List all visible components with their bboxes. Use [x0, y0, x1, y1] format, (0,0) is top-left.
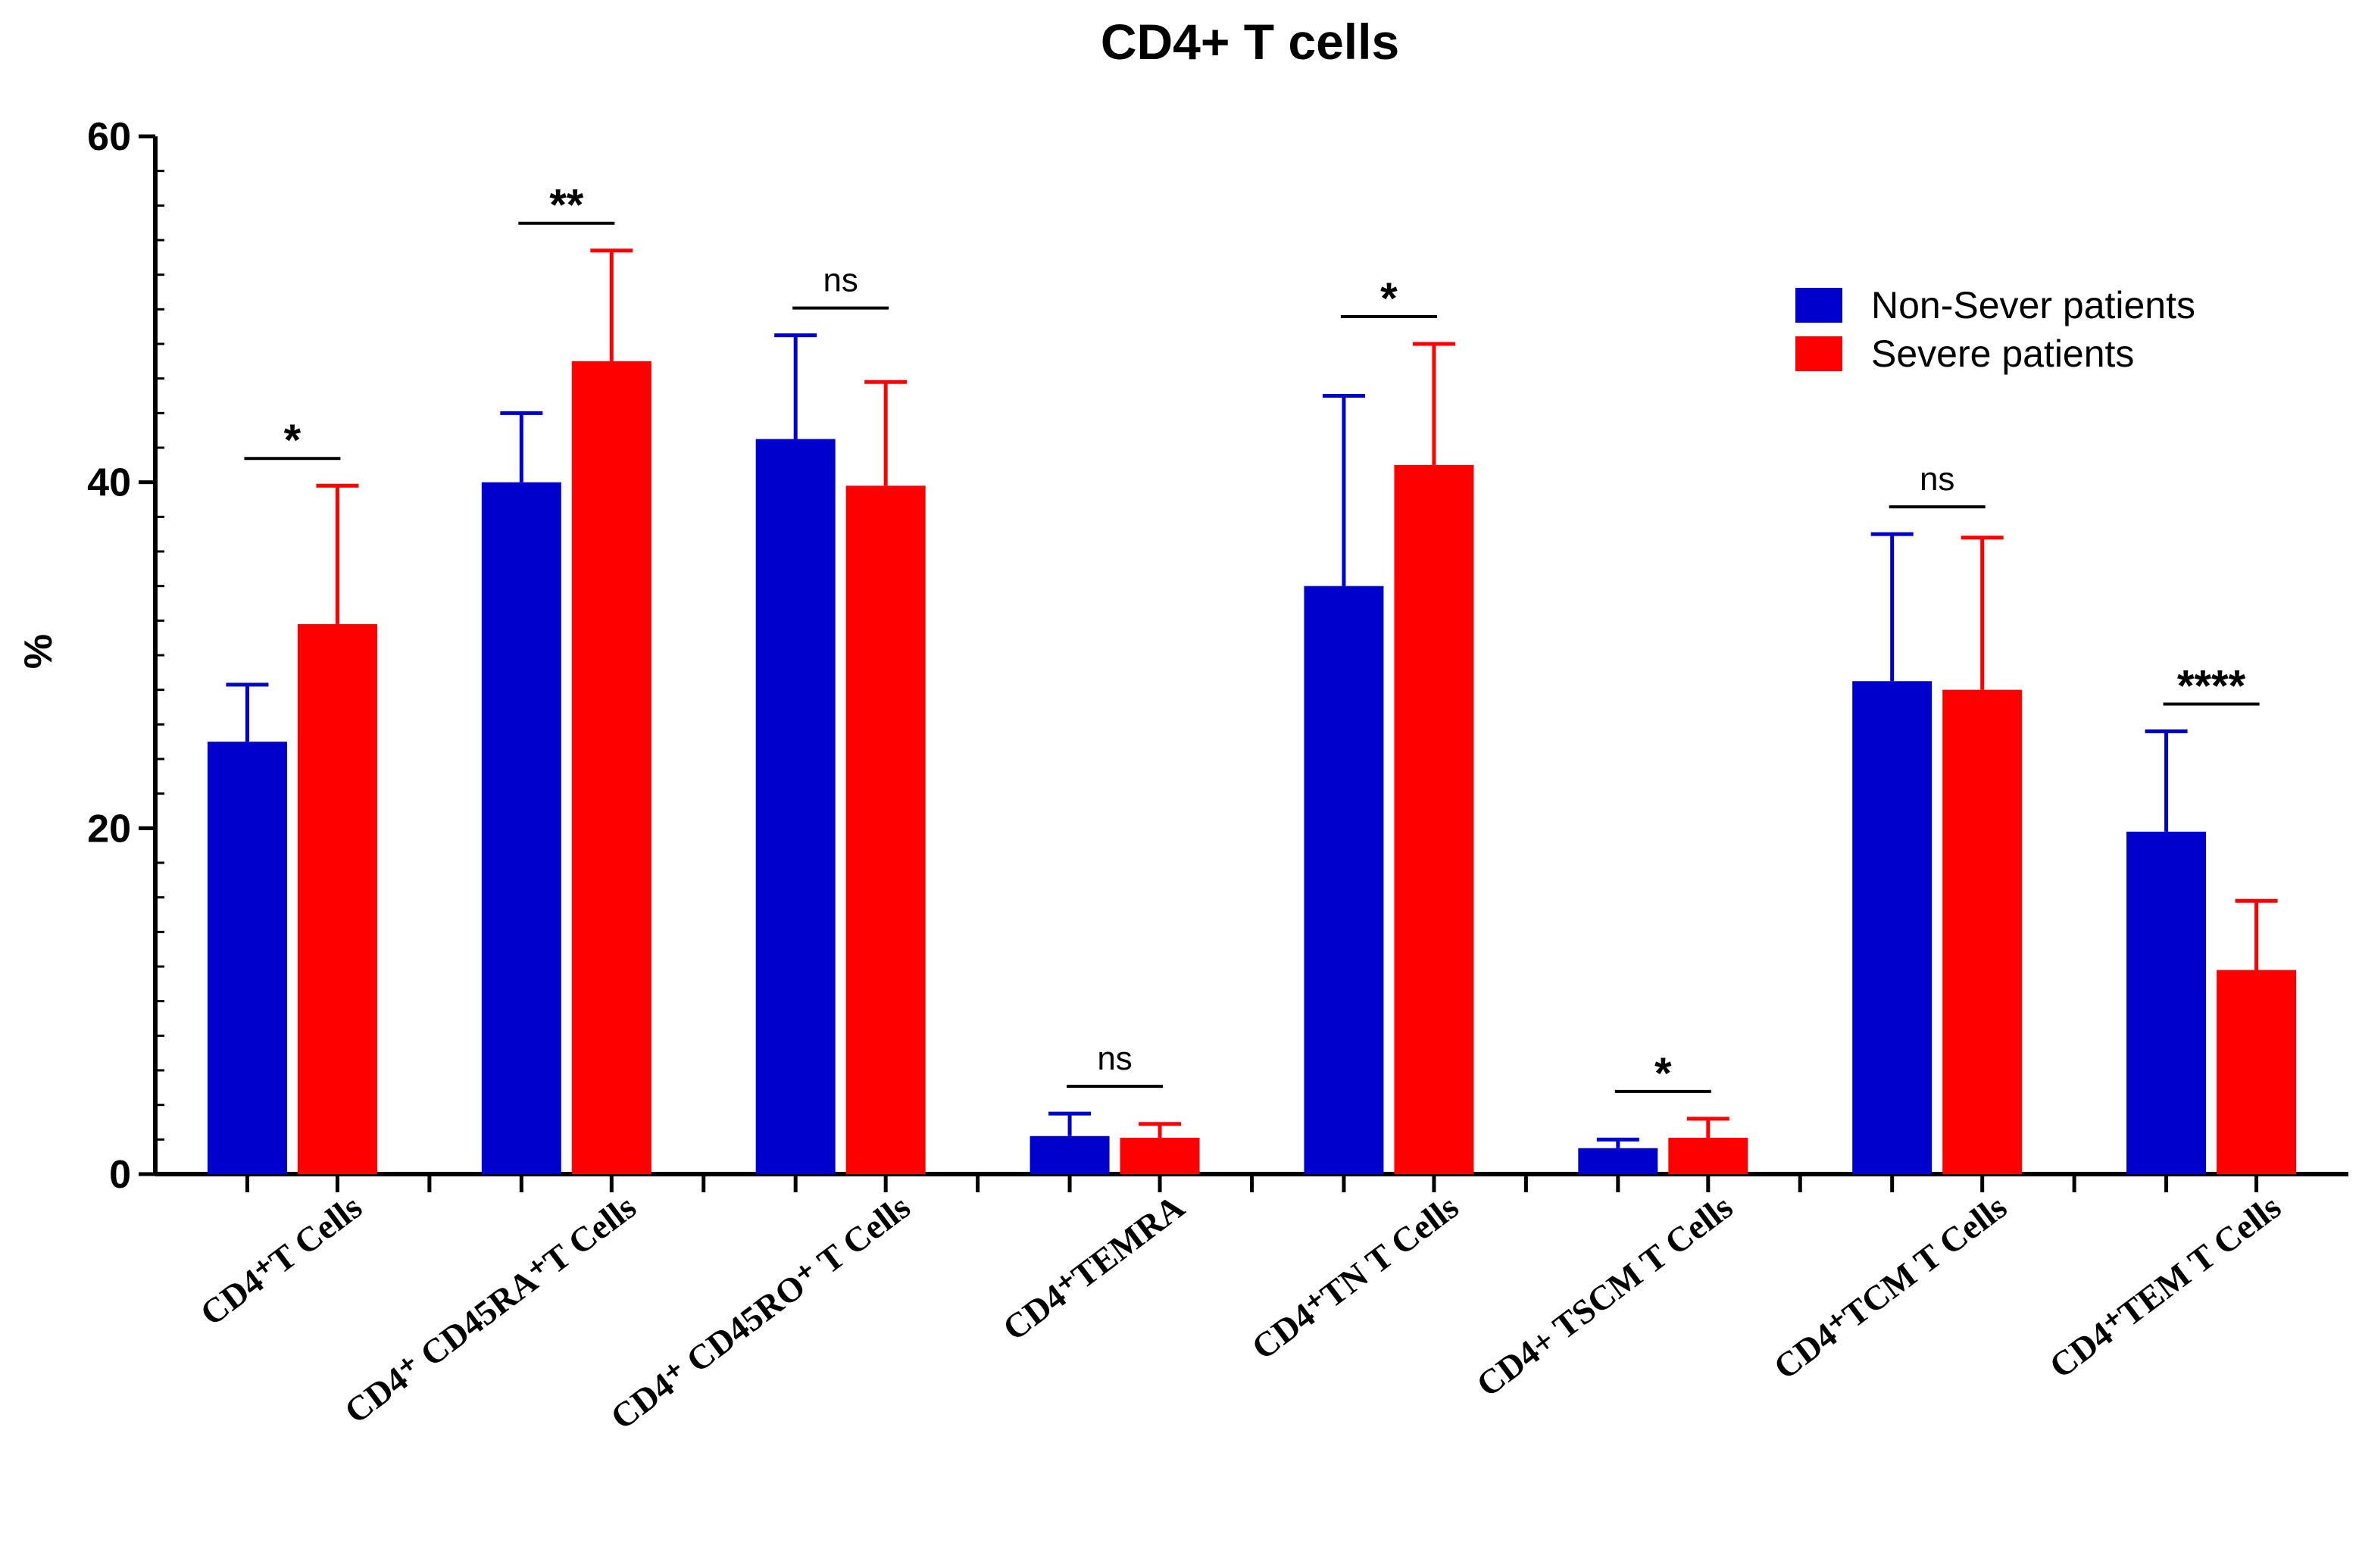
x-tick-label: CD4+ TSCM T Cells — [1470, 1187, 1740, 1404]
bar-non-sever — [755, 439, 836, 1174]
bar-severe — [1942, 689, 2023, 1174]
bar-severe — [1120, 1138, 1200, 1174]
x-tick-label: CD4⁺TEM T Cells — [2042, 1187, 2288, 1385]
bar-severe — [297, 623, 377, 1174]
error-bars-group — [226, 248, 2278, 1148]
y-tick-label: 20 — [87, 807, 131, 851]
chart-title: CD4+ T cells — [1101, 14, 1399, 70]
bar-severe — [2217, 970, 2297, 1174]
bar-non-sever — [1030, 1135, 1110, 1174]
significance-ns: ns — [1920, 461, 1954, 498]
bar-non-sever — [207, 742, 287, 1174]
significance-stars: * — [1654, 1049, 1672, 1098]
y-axis-label: % — [17, 634, 61, 669]
y-tick-label: 0 — [109, 1153, 131, 1197]
legend-label: Non-Sever patients — [1871, 284, 2195, 326]
bar-non-sever — [1304, 586, 1384, 1174]
bar-severe — [1668, 1138, 1748, 1174]
x-tick-label: CD4⁺T Cells — [193, 1187, 369, 1332]
legend: Non-Sever patients Severe patients — [1795, 284, 2195, 375]
significance-ns: ns — [823, 262, 858, 299]
bar-severe — [1394, 464, 1474, 1174]
legend-swatch-severe — [1795, 336, 1842, 371]
bar-non-sever — [1852, 681, 1933, 1174]
significance-ns: ns — [1097, 1040, 1132, 1077]
x-tick-label: CD4⁺ CD45RO⁺ T Cells — [604, 1187, 917, 1437]
legend-label: Severe patients — [1871, 333, 2134, 375]
bar-non-sever — [481, 482, 561, 1174]
x-tick-label: CD4⁺TCM T Cells — [1767, 1187, 2014, 1386]
significance-stars: ** — [549, 181, 584, 230]
legend-swatch-non-sever — [1795, 288, 1842, 323]
x-tick-label: CD4⁺TN T Cells — [1245, 1187, 1466, 1367]
bars-group — [207, 361, 2297, 1174]
significance-stars: * — [284, 416, 302, 465]
y-tick-label: 60 — [87, 115, 131, 159]
x-tick-label: CD4⁺ CD45RA⁺T Cells — [337, 1187, 643, 1431]
bar-non-sever — [2126, 831, 2207, 1174]
x-tick-label: CD4⁺TEMRA — [995, 1187, 1191, 1348]
bar-severe — [845, 486, 926, 1174]
y-tick-label: 40 — [87, 461, 131, 505]
significance-stars: **** — [2177, 661, 2246, 711]
bar-non-sever — [1578, 1148, 1658, 1174]
bar-severe — [571, 361, 651, 1174]
significance-stars: * — [1380, 274, 1398, 323]
